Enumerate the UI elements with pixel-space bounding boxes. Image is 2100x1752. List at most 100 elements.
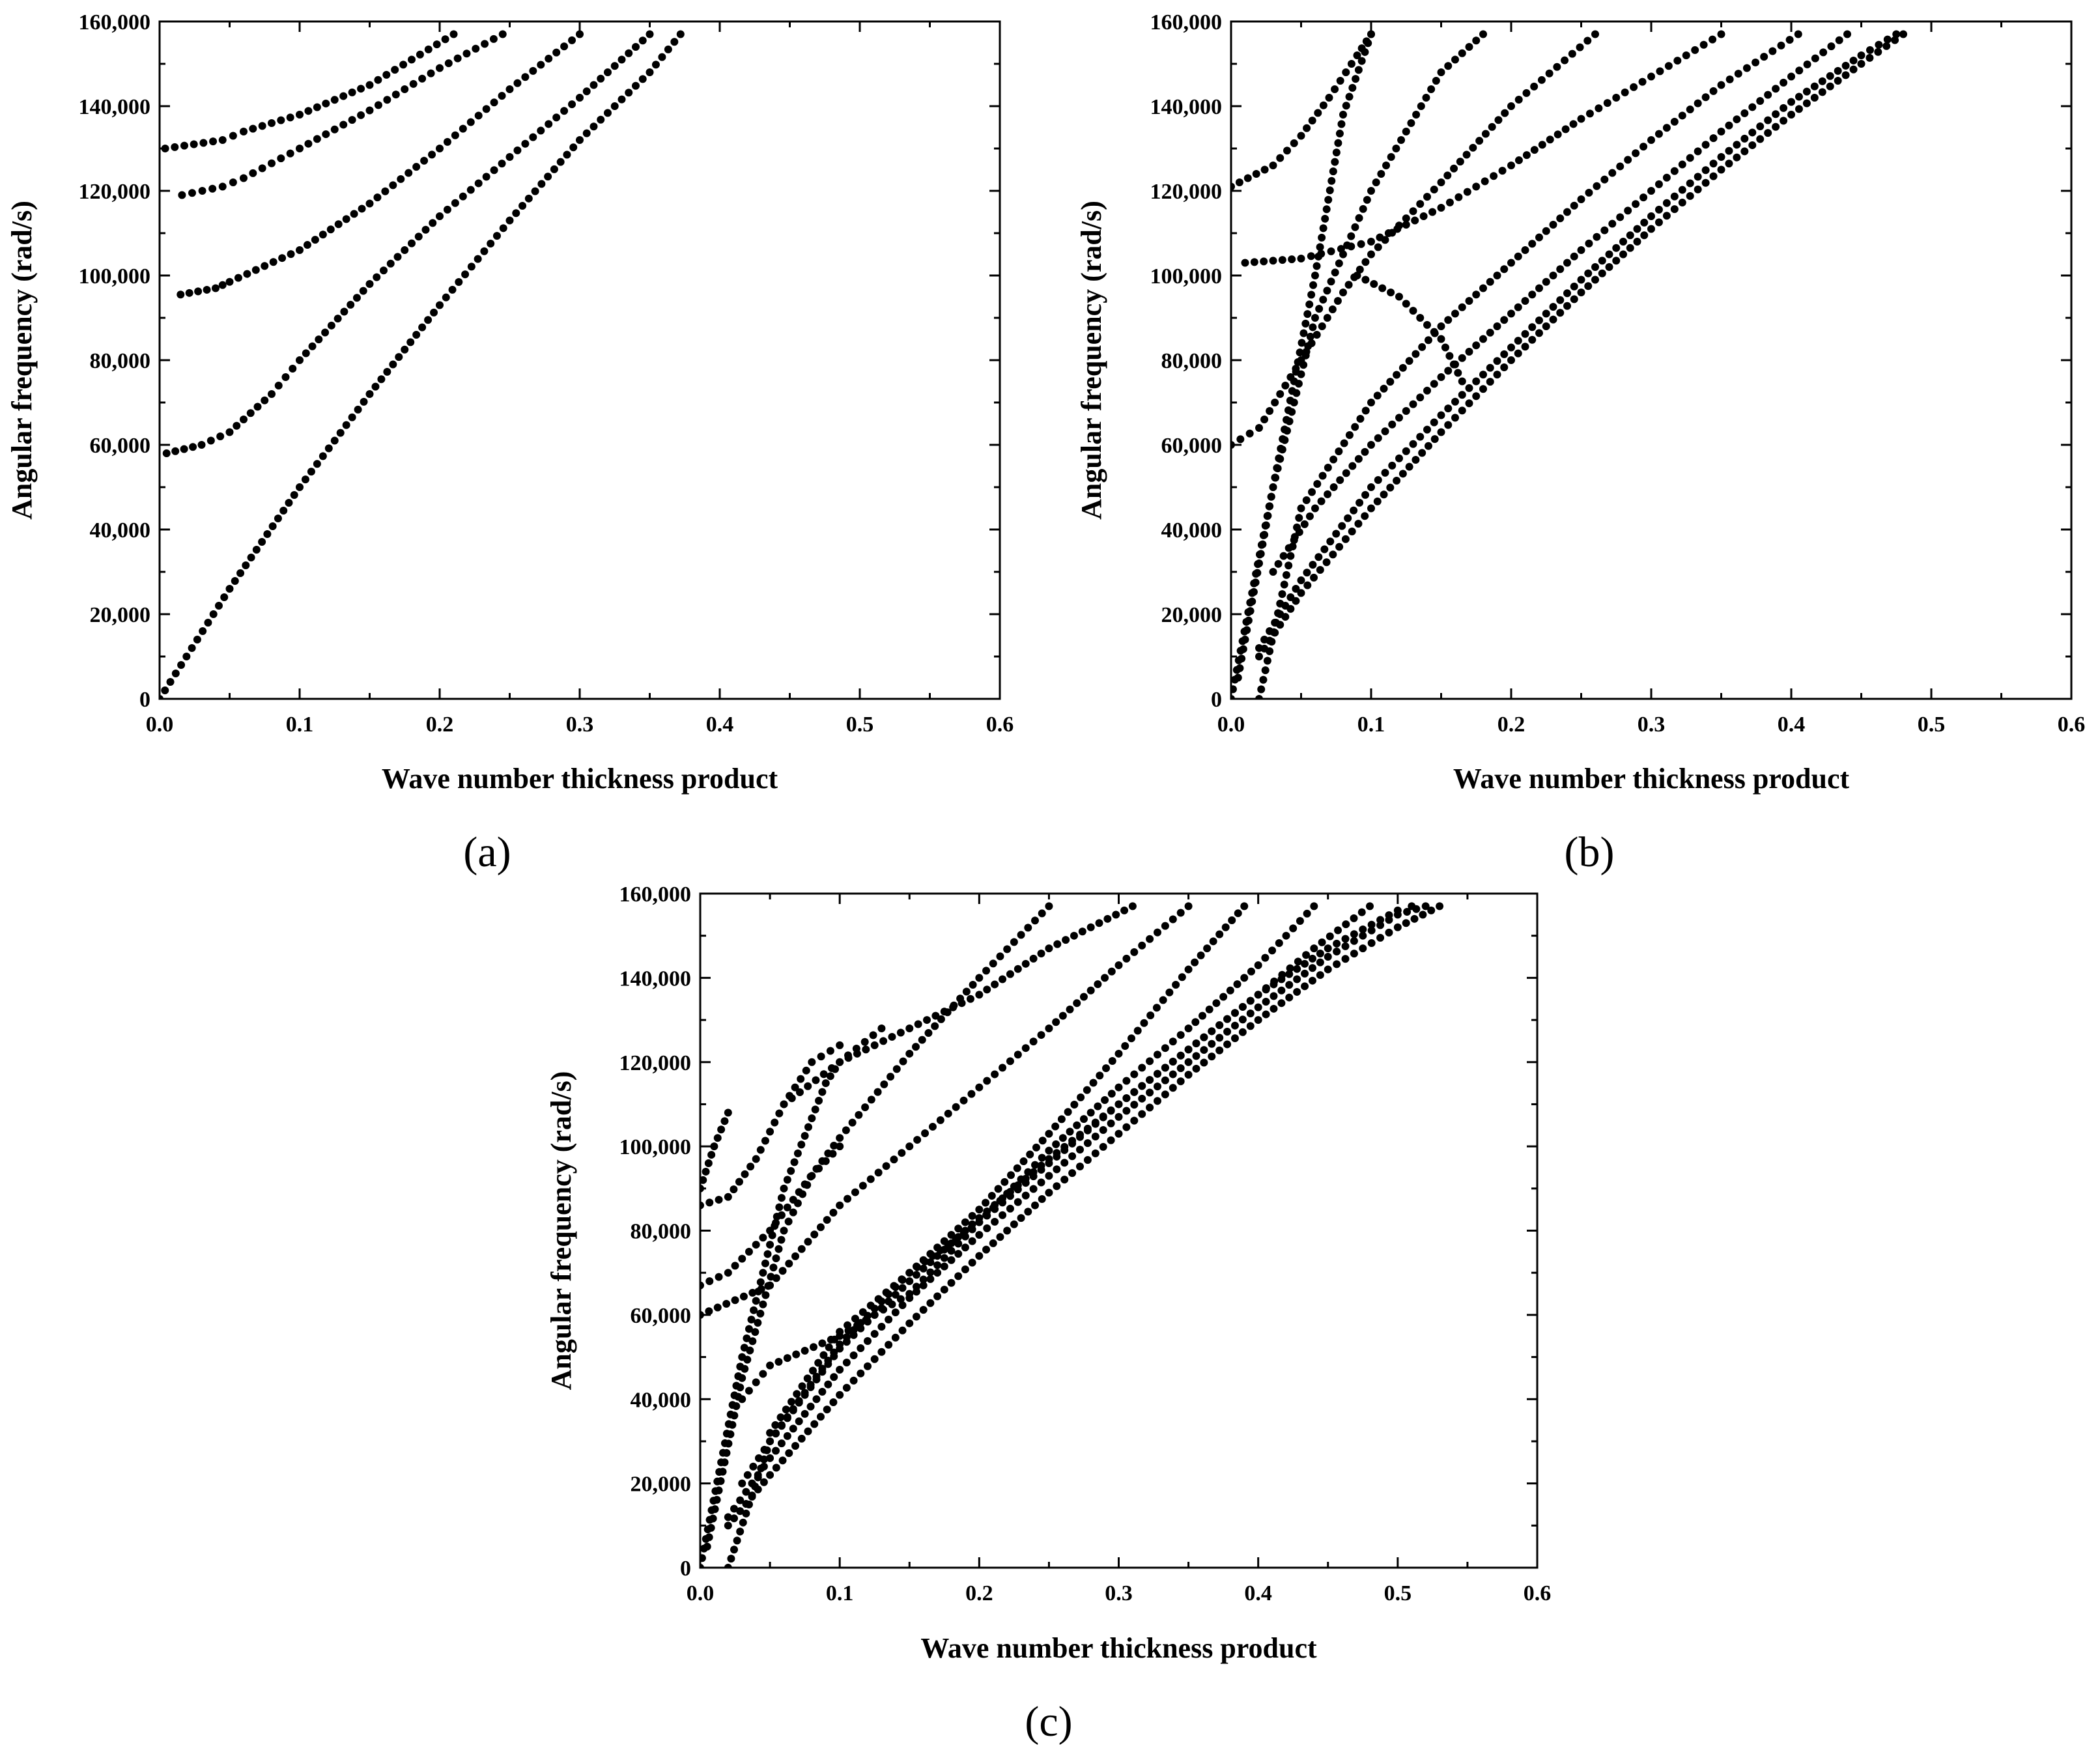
data-point xyxy=(928,1122,937,1131)
data-point xyxy=(1324,195,1333,204)
data-point xyxy=(745,1247,753,1256)
data-point xyxy=(724,1269,732,1277)
data-point xyxy=(537,61,545,69)
data-point xyxy=(1239,645,1247,653)
series-2 xyxy=(1255,30,1901,652)
data-point xyxy=(879,1305,888,1314)
data-point xyxy=(1255,653,1263,660)
data-point xyxy=(1382,162,1391,169)
data-point xyxy=(1381,427,1389,436)
data-point xyxy=(825,1343,833,1351)
data-point xyxy=(880,1080,888,1088)
data-point xyxy=(1367,250,1375,259)
data-point xyxy=(1395,414,1403,422)
data-point xyxy=(1500,350,1509,358)
data-point xyxy=(1472,341,1481,350)
data-point xyxy=(1662,124,1671,132)
data-point xyxy=(1215,1021,1224,1029)
data-point xyxy=(1451,55,1459,64)
data-point xyxy=(190,140,198,148)
data-point xyxy=(1271,619,1280,627)
data-point xyxy=(1317,249,1326,258)
data-point xyxy=(1308,117,1316,125)
data-point xyxy=(315,335,323,344)
data-point xyxy=(1339,111,1347,119)
data-point xyxy=(1472,392,1481,401)
data-point xyxy=(961,1265,969,1274)
x-tick-label: 0.5 xyxy=(846,713,874,737)
data-point xyxy=(819,1351,828,1359)
data-point xyxy=(1444,404,1453,413)
data-point xyxy=(1311,504,1319,513)
data-point xyxy=(1089,1079,1098,1087)
data-point xyxy=(1411,216,1419,225)
data-point xyxy=(322,130,330,139)
data-point xyxy=(778,1456,787,1465)
data-point xyxy=(339,92,348,100)
data-point xyxy=(1037,1031,1045,1039)
data-point xyxy=(1285,970,1294,978)
data-point xyxy=(1209,937,1217,946)
data-point xyxy=(812,1372,821,1381)
data-point xyxy=(433,40,441,49)
data-point xyxy=(912,1271,920,1279)
data-point xyxy=(1605,263,1613,271)
data-point xyxy=(1283,416,1291,424)
data-point xyxy=(377,375,386,384)
data-point xyxy=(1099,1113,1107,1122)
data-point xyxy=(1569,120,1578,128)
data-point xyxy=(386,259,395,268)
y-axis-title: Angular frequency (rad/s) xyxy=(1075,201,1107,520)
data-point xyxy=(1277,986,1286,995)
data-point xyxy=(742,1488,750,1496)
data-point xyxy=(1319,296,1327,304)
data-point xyxy=(1347,232,1355,240)
data-point xyxy=(1535,316,1543,324)
data-point xyxy=(1593,182,1601,190)
data-point xyxy=(1612,257,1621,265)
data-point xyxy=(898,1301,907,1309)
data-point xyxy=(798,1382,806,1391)
data-point xyxy=(700,1184,704,1193)
data-point xyxy=(1772,85,1780,93)
data-point xyxy=(365,199,374,208)
x-tick-label: 0.5 xyxy=(1384,1581,1412,1605)
data-point xyxy=(1616,213,1625,221)
data-point xyxy=(1395,454,1403,462)
data-point xyxy=(703,1542,711,1551)
data-point xyxy=(1787,72,1795,81)
data-point xyxy=(1337,245,1345,253)
data-point xyxy=(1591,30,1599,38)
data-point xyxy=(1818,88,1826,96)
data-point xyxy=(1427,85,1436,93)
data-point xyxy=(891,1308,900,1316)
data-point xyxy=(430,308,438,317)
data-point xyxy=(1331,85,1339,93)
data-point xyxy=(966,995,974,1003)
data-point xyxy=(670,38,679,46)
data-point xyxy=(1577,246,1585,254)
data-point xyxy=(1007,1171,1015,1180)
data-point xyxy=(1377,170,1385,178)
data-point xyxy=(589,122,598,131)
data-point xyxy=(664,45,672,53)
data-point xyxy=(808,1058,816,1066)
data-point xyxy=(1701,141,1710,149)
data-point xyxy=(441,35,449,44)
data-point xyxy=(199,139,208,147)
data-point xyxy=(1293,965,1301,973)
data-point xyxy=(1568,49,1576,58)
data-point xyxy=(279,507,288,515)
data-point xyxy=(1514,349,1522,358)
data-point xyxy=(882,1288,890,1297)
data-point xyxy=(1107,1090,1116,1098)
data-point xyxy=(1107,1119,1115,1127)
data-point xyxy=(1347,242,1355,251)
data-point xyxy=(1398,363,1407,372)
data-point xyxy=(1780,104,1788,112)
data-point xyxy=(1318,938,1326,946)
data-point xyxy=(249,169,257,177)
data-point xyxy=(749,1462,758,1471)
data-point xyxy=(1803,60,1811,68)
data-point xyxy=(1402,214,1410,223)
